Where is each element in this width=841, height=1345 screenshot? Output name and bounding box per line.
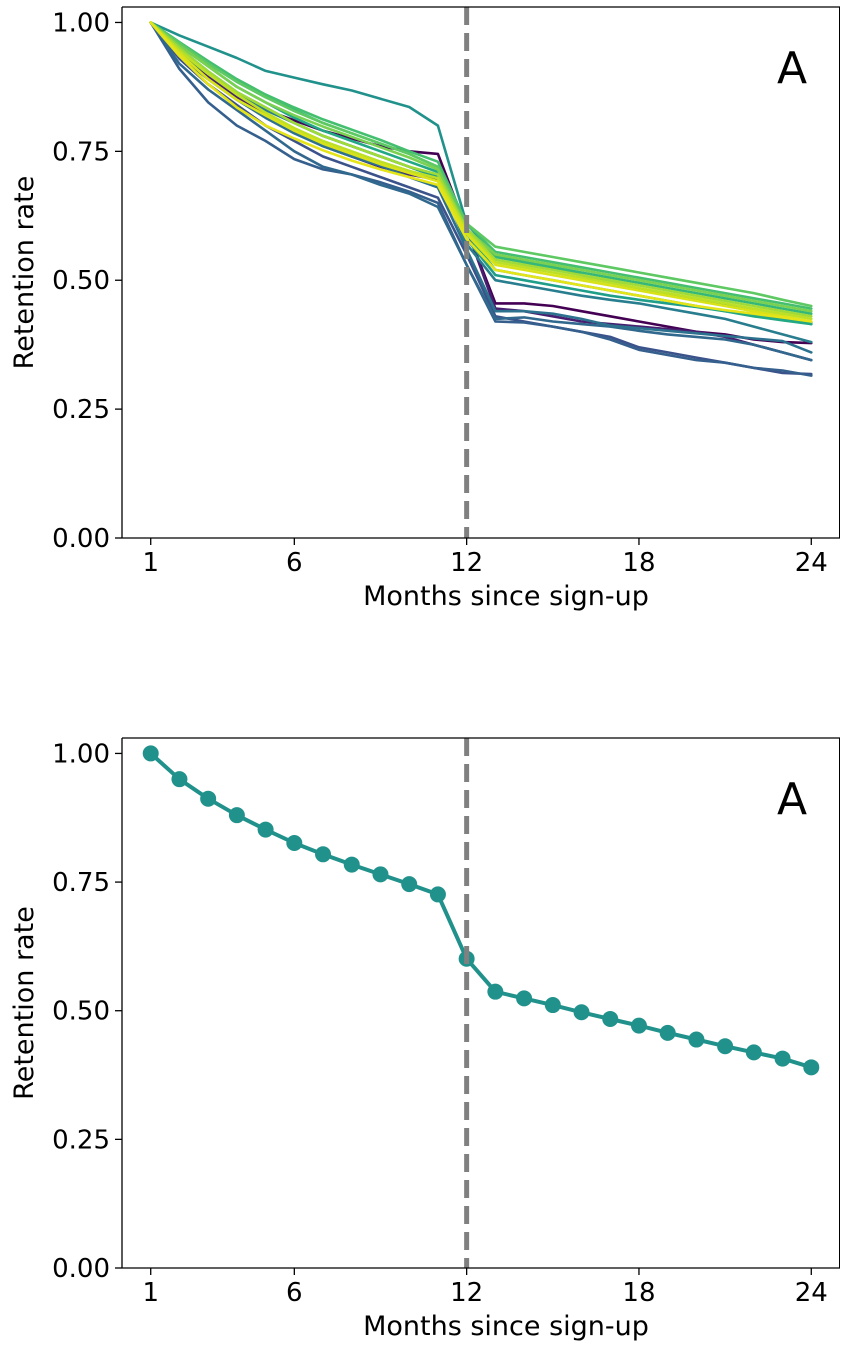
data-point [372, 866, 389, 883]
y-tick-label: 0.75 [52, 868, 110, 898]
y-tick-label: 0.25 [52, 395, 110, 425]
x-tick-label: 12 [450, 548, 483, 578]
y-tick-label: 0.50 [52, 997, 110, 1027]
series-group [142, 745, 820, 1076]
y-tick-label: 0.00 [52, 524, 110, 554]
data-point [745, 1044, 762, 1061]
data-point [257, 821, 274, 838]
data-point [630, 1017, 647, 1034]
series-line-12 [149, 21, 813, 310]
x-tick-label: 6 [286, 548, 303, 578]
data-point [602, 1010, 619, 1027]
series-line-14 [149, 21, 813, 313]
y-tick-label: 0.50 [52, 266, 110, 296]
x-axis-label: Months since sign-up [363, 1311, 649, 1342]
series-line-7 [149, 21, 813, 354]
series-line-8 [149, 21, 813, 344]
y-tick-label: 1.00 [52, 739, 110, 769]
y-tick-label: 0.75 [52, 137, 110, 167]
data-point [717, 1038, 734, 1055]
x-tick-label: 12 [450, 1278, 483, 1308]
data-point [774, 1050, 791, 1067]
y-axis-label: Retention rate [9, 176, 40, 370]
x-tick-label: 18 [622, 1278, 655, 1308]
x-tick-label: 24 [795, 1278, 828, 1308]
bottom-chart-panel: 1 6 12 18 24 0.00 0.25 0.50 0.75 1.00 Months since… [9, 737, 840, 1342]
data-point [573, 1004, 590, 1021]
y-tick-label: 0.00 [52, 1254, 110, 1284]
x-tick-label: 18 [622, 548, 655, 578]
x-tick-label: 1 [142, 548, 159, 578]
series-group [149, 21, 813, 377]
data-point [343, 856, 360, 873]
data-point [171, 771, 188, 788]
series-line-16 [149, 21, 813, 321]
y-axis-label: Retention rate [9, 906, 40, 1100]
series-line-15 [149, 21, 813, 318]
data-point [688, 1031, 705, 1048]
x-axis-label: Months since sign-up [363, 581, 649, 612]
series-line-1 [148, 751, 814, 1070]
series-line-17 [149, 21, 813, 323]
data-point [315, 846, 332, 863]
panel-label: A [777, 774, 807, 825]
data-point [142, 745, 159, 762]
x-tick-label: 6 [286, 1278, 303, 1308]
data-point [803, 1059, 820, 1076]
data-point [401, 876, 418, 893]
data-point [228, 807, 245, 824]
series-line-5 [149, 21, 813, 377]
series-line-13 [149, 21, 813, 308]
panel-label: A [777, 43, 807, 94]
data-point [200, 790, 217, 807]
series-line-18 [149, 21, 813, 323]
data-point [544, 997, 561, 1014]
data-point [286, 834, 303, 851]
data-point [487, 983, 504, 1000]
data-point [429, 886, 446, 903]
series-line-6 [149, 21, 813, 362]
x-tick-label: 24 [795, 548, 828, 578]
data-point [659, 1024, 676, 1041]
data-point [516, 990, 533, 1007]
x-tick-label: 1 [142, 1278, 159, 1308]
series-line-4 [149, 21, 813, 376]
y-tick-label: 0.25 [52, 1125, 110, 1155]
top-chart-panel: 1 6 12 18 24 0.00 0.25 0.50 0.75 1.00 Months since… [9, 6, 840, 612]
y-tick-label: 1.00 [52, 8, 110, 38]
